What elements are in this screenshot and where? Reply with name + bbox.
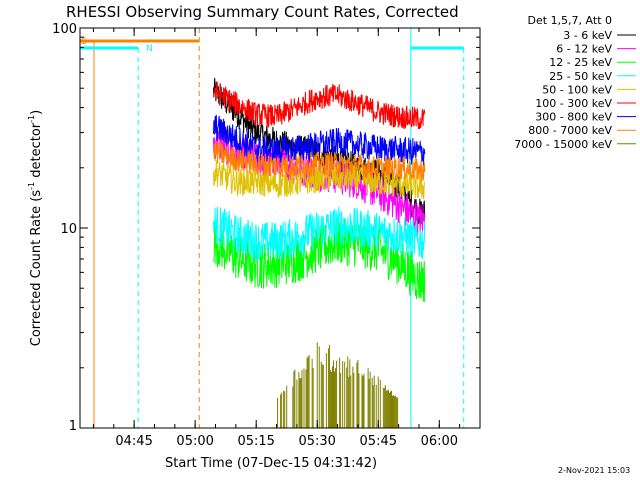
legend-entry-0: 3 - 6 keV bbox=[563, 29, 612, 42]
series-line-7 bbox=[213, 140, 426, 182]
x-tick-label: 05:45 bbox=[360, 434, 397, 449]
x-tick-label: 05:15 bbox=[237, 434, 274, 449]
legend-entry-7: 800 - 7000 keV bbox=[528, 124, 612, 137]
marker-saa-0: S bbox=[80, 28, 200, 428]
y-tick-label: 100 bbox=[52, 22, 77, 37]
series-path bbox=[213, 81, 426, 130]
y-tick-label: 1 bbox=[69, 419, 77, 434]
legend-entry-6: 300 - 800 keV bbox=[535, 111, 612, 124]
series-path bbox=[213, 140, 426, 182]
x-tick-label: 05:00 bbox=[176, 434, 213, 449]
marker-label-N: N bbox=[146, 44, 153, 54]
marker-night-2 bbox=[410, 28, 465, 428]
y-axis-label: Corrected Count Rate (s-1 detector-1) bbox=[27, 110, 44, 346]
generated-timestamp: 2-Nov-2021 15:03 bbox=[558, 466, 630, 475]
marker-label-S: S bbox=[81, 37, 87, 47]
x-axis-label: Start Time (07-Dec-15 04:31:42) bbox=[165, 456, 377, 471]
x-tick-label: 04:45 bbox=[115, 434, 152, 449]
legend-entry-5: 100 - 300 keV bbox=[535, 97, 612, 110]
legend-header: Det 1,5,7, Att 0 bbox=[528, 14, 612, 27]
series-line-3 bbox=[213, 206, 426, 261]
series-line-5 bbox=[213, 81, 426, 130]
legend-entry-8: 7000 - 15000 keV bbox=[514, 138, 612, 151]
series-line-8 bbox=[277, 342, 399, 428]
legend-entry-4: 50 - 100 keV bbox=[542, 83, 612, 96]
legend-entry-2: 12 - 25 keV bbox=[549, 56, 612, 69]
legend-entry-1: 6 - 12 keV bbox=[556, 43, 612, 56]
legend-entry-3: 25 - 50 keV bbox=[549, 70, 612, 83]
marker-night-1: N bbox=[79, 28, 153, 428]
x-tick-label: 06:00 bbox=[421, 434, 458, 449]
x-tick-label: 05:30 bbox=[298, 434, 335, 449]
chart-title: RHESSI Observing Summary Count Rates, Co… bbox=[66, 3, 459, 21]
y-tick-label: 10 bbox=[60, 222, 77, 237]
series-path bbox=[213, 206, 426, 261]
